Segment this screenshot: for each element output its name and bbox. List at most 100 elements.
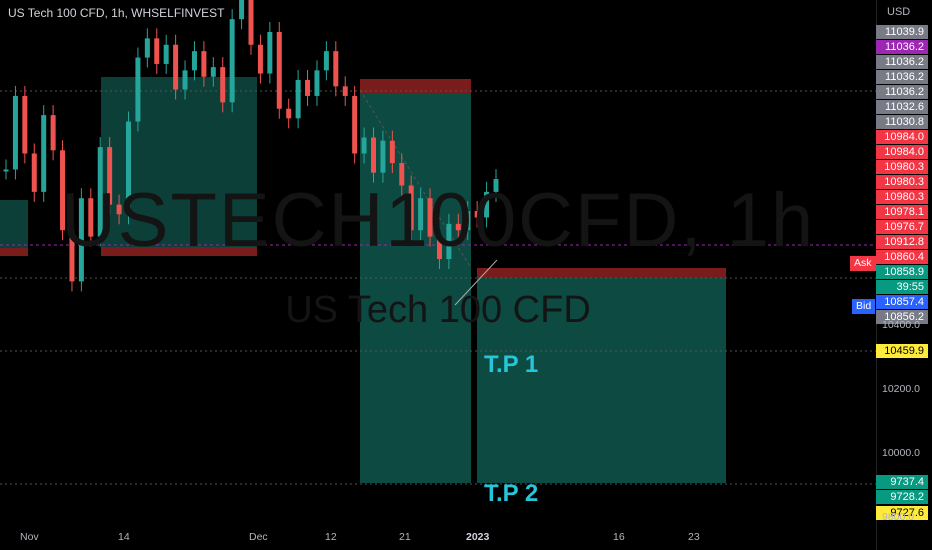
price-candle-body (107, 147, 113, 205)
price-candle-body (342, 86, 348, 96)
short-target-zone-2 (477, 278, 726, 483)
watermark-symbol: USTECH100CFD, 1h (60, 178, 816, 263)
price-label: 10984.0 (876, 130, 928, 144)
price-label: 11039.9 (876, 25, 928, 39)
price-candle-body (126, 121, 131, 215)
x-tick-label: Dec (249, 531, 268, 543)
diagonal-trend-line (359, 89, 472, 269)
price-candle-body (116, 204, 122, 215)
price-candle-body (144, 38, 150, 58)
price-candle-body (201, 51, 207, 77)
price-label: 11036.2 (876, 55, 928, 69)
price-candle-body (78, 198, 84, 282)
x-tick-label: 21 (399, 531, 411, 543)
price-label: 10980.3 (876, 190, 928, 204)
price-label: 11030.8 (876, 115, 928, 129)
price-candle-body (408, 185, 414, 231)
short-stop-zone-2 (477, 268, 726, 278)
price-label: 11036.2 (876, 85, 928, 99)
x-tick-label: 2023 (466, 531, 490, 543)
y-tick-label: 10200.0 (882, 383, 920, 396)
price-candle-body (389, 140, 395, 164)
price-candle-body (493, 179, 499, 192)
lower-price-label: 9727.6 (876, 506, 928, 520)
price-candle-body (88, 198, 94, 237)
x-tick-label: Nov (20, 531, 39, 543)
price-candle-body (295, 79, 301, 119)
price-candle-body (371, 137, 376, 173)
price-candle-body (31, 153, 37, 192)
price-candle-body (3, 169, 9, 172)
price-candle-body (286, 108, 292, 119)
price-label: 10980.3 (876, 175, 928, 189)
tp1-annotation: T.P 1 (484, 351, 539, 378)
price-candle-body (427, 198, 433, 237)
stop-loss-box-1 (101, 247, 257, 256)
bid-badge: Bid (852, 299, 876, 314)
price-label: 10856.2 (876, 310, 928, 324)
demand-zone-box-left (0, 200, 28, 248)
price-candle-body (399, 163, 405, 186)
price-label: 10976.7 (876, 220, 928, 234)
price-candle-body (267, 31, 273, 74)
price-candle-body (436, 236, 442, 260)
lower-price-label: 10459.9 (876, 344, 928, 358)
price-label: 11036.2 (876, 70, 928, 84)
price-candle-body (361, 137, 367, 154)
price-candle-body (352, 95, 358, 154)
price-candle-body (323, 51, 329, 71)
x-tick-label: 12 (325, 531, 337, 543)
price-candle-body (418, 198, 424, 231)
ask-badge: Ask (850, 256, 876, 271)
short-stop-zone-1 (360, 79, 471, 93)
price-candle-body (446, 223, 452, 260)
price-candle-body (191, 51, 197, 71)
price-label: 39:55 (876, 280, 928, 294)
price-candle-body (276, 31, 282, 109)
price-label: 10912.8 (876, 235, 928, 249)
price-candle-body (333, 51, 339, 87)
price-candle-body (220, 67, 226, 103)
price-label: 11032.6 (876, 100, 928, 114)
price-candle-body (239, 0, 245, 20)
x-tick-label: 14 (118, 531, 130, 543)
currency-label: USD (887, 6, 911, 18)
chart-title: US Tech 100 CFD, 1h, WHSELFINVEST (8, 6, 225, 20)
price-candle-body (41, 115, 47, 192)
y-tick-label: 9800.0 (882, 511, 915, 524)
price-candle-body (12, 95, 18, 170)
price-label: 11036.2 (876, 40, 928, 54)
lower-price-label: 9728.2 (876, 490, 928, 504)
price-candle-body (229, 19, 235, 103)
price-candle-body (135, 57, 141, 122)
short-target-zone-1 (360, 93, 471, 483)
price-candle-body (22, 95, 28, 154)
price-candle-body (173, 44, 179, 90)
price-candle-body (248, 0, 254, 45)
price-label: 10858.9 (876, 265, 928, 279)
lower-price-label: 9737.4 (876, 475, 928, 489)
price-candle-body (484, 191, 490, 218)
stop-loss-box-left (0, 248, 28, 256)
price-candle-body (69, 230, 75, 282)
price-candle-body (314, 70, 320, 96)
price-candle-body (60, 150, 66, 231)
price-candle-body (182, 70, 188, 90)
price-candle-body (154, 38, 160, 64)
price-candle-body (305, 79, 311, 96)
price-candle-body (455, 223, 461, 231)
price-candle-body (50, 115, 56, 151)
price-candle-body (257, 44, 263, 74)
price-candle-body (163, 44, 169, 64)
watermark-description: US Tech 100 CFD (285, 289, 591, 331)
price-candle-body (210, 67, 216, 77)
price-label: 10860.4 (876, 250, 928, 264)
price-candle-body (465, 211, 471, 231)
price-candle-body (474, 211, 480, 218)
price-candle-body (97, 147, 103, 237)
price-candle-body (380, 140, 386, 173)
y-tick-label: 10400.0 (882, 319, 920, 332)
price-label: 10980.3 (876, 160, 928, 174)
